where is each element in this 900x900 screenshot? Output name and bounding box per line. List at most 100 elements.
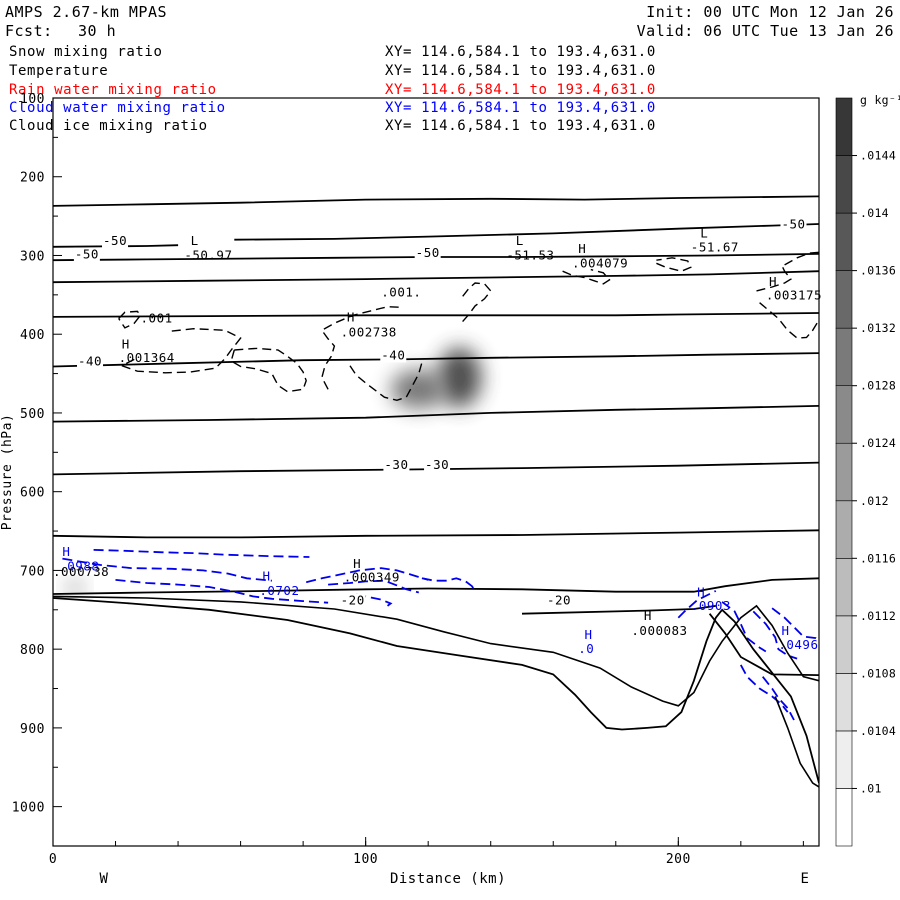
cloud-water-label-6: H bbox=[697, 584, 705, 599]
y-axis-label: Pressure (hPa) bbox=[0, 414, 15, 531]
snow-label-2: .001 bbox=[141, 310, 173, 325]
colorbar-swatch-12 bbox=[835, 97, 853, 156]
colorbar-swatch-7 bbox=[835, 385, 853, 444]
snow-contour-0 bbox=[118, 310, 142, 329]
cloud-water-contour-3 bbox=[305, 567, 429, 584]
cloud-water-contour-11 bbox=[740, 664, 789, 713]
extrema-label-4: L bbox=[700, 225, 708, 240]
y-tick-label-1: 200 bbox=[20, 171, 45, 186]
snow-contour-3 bbox=[320, 305, 404, 390]
colorbar-tick-label-6: .0124 bbox=[860, 436, 896, 450]
y-tick-label-7: 800 bbox=[20, 643, 45, 658]
temperature-contour-11 bbox=[521, 605, 716, 615]
extrema-label-0: L bbox=[191, 233, 199, 248]
terrain-floor-line bbox=[774, 696, 819, 788]
west-end-label: W bbox=[100, 871, 109, 887]
extrema-label-7: .000083 bbox=[631, 623, 687, 638]
temperature-label-bg-3 bbox=[780, 217, 807, 232]
colorbar-swatch-4 bbox=[835, 558, 853, 617]
temperature-label-7: -30 bbox=[425, 457, 449, 472]
snow-label-9: .003175 bbox=[766, 288, 822, 303]
field-xy-cloud-ice: XY= 114.6,584.1 to 193.4,631.0 bbox=[385, 118, 656, 134]
snow-label-8: H bbox=[769, 274, 777, 289]
temperature-label-3: -50 bbox=[781, 217, 805, 232]
forecast-hours: 30 h bbox=[78, 22, 117, 40]
temperature-label-9: -20 bbox=[547, 592, 571, 607]
field-xy-rain: XY= 114.6,584.1 to 193.4,631.0 bbox=[385, 82, 656, 98]
y-tick-label-4: 500 bbox=[20, 407, 45, 422]
y-tick-label-5: 600 bbox=[20, 486, 45, 501]
field-name-snow: Snow mixing ratio bbox=[9, 44, 163, 60]
y-tick-label-2: 300 bbox=[20, 249, 45, 264]
field-name-cloud-water: Cloud water mixing ratio bbox=[9, 100, 226, 116]
cloud-water-contour-5 bbox=[421, 577, 476, 592]
colorbar-swatch-11 bbox=[835, 155, 853, 214]
snow-label-4: .002738 bbox=[341, 325, 397, 340]
temperature-label-bg-2 bbox=[414, 246, 441, 261]
temperature-label-0: -50 bbox=[103, 233, 127, 248]
temperature-contour-12 bbox=[708, 613, 819, 676]
cloud-water-label-9: .0496 bbox=[778, 637, 818, 652]
temperature-contour-6 bbox=[53, 352, 819, 368]
colorbar-tick-label-7: .0128 bbox=[860, 379, 896, 393]
cloud-ice-shade-0 bbox=[437, 347, 482, 408]
field-name-cloud-ice: Cloud ice mixing ratio bbox=[9, 118, 208, 134]
cloud-water-label-5: .0 bbox=[578, 641, 594, 656]
colorbar-tick-label-5: .012 bbox=[860, 494, 889, 508]
x-tick-label-0: 0 bbox=[49, 852, 57, 867]
y-tick-label-8: 900 bbox=[20, 722, 45, 737]
terrain-surface-line bbox=[53, 595, 819, 707]
cloud-water-contour-10 bbox=[771, 607, 819, 642]
temperature-contour-0 bbox=[53, 195, 819, 207]
temperature-label-bg-9 bbox=[545, 593, 572, 608]
forecast-label: Fcst: bbox=[5, 22, 53, 40]
colorbar-unit-label: g kg⁻¹ bbox=[860, 93, 900, 107]
temperature-label-bg-5 bbox=[380, 348, 407, 363]
temperature-label-5: -40 bbox=[381, 347, 405, 362]
y-tick-label-6: 700 bbox=[20, 564, 45, 579]
snow-contour-2 bbox=[230, 347, 307, 393]
colorbar-swatch-0 bbox=[835, 788, 853, 847]
field-name-rain: Rain water mixing ratio bbox=[9, 82, 217, 98]
cloud-ice-shade-2 bbox=[65, 581, 85, 595]
field-xy-temperature: XY= 114.6,584.1 to 193.4,631.0 bbox=[385, 63, 656, 79]
temperature-contour-9 bbox=[53, 529, 819, 539]
temperature-contour-5 bbox=[53, 312, 819, 318]
colorbar-tick-label-1: .0104 bbox=[860, 724, 896, 738]
colorbar-tick-label-3: .0112 bbox=[860, 609, 896, 623]
temperature-contour-2 bbox=[53, 244, 179, 248]
snow-contour-6 bbox=[562, 268, 611, 285]
y-tick-label-0: 100 bbox=[20, 92, 45, 107]
extrema-label-3: -51.53 bbox=[506, 247, 554, 262]
cloud-water-label-7: .0903 bbox=[691, 598, 731, 613]
temperature-label-1: -50 bbox=[75, 247, 99, 262]
x-tick-label-2: 200 bbox=[666, 852, 691, 867]
cloud-water-label-1: .0988 bbox=[59, 558, 99, 573]
colorbar-swatch-9 bbox=[835, 270, 853, 329]
snow-contour-10 bbox=[784, 251, 819, 266]
snow-contour-8 bbox=[756, 264, 792, 292]
cloud-water-label-4: H bbox=[585, 627, 593, 642]
snow-contour-9 bbox=[759, 302, 819, 339]
temperature-label-4: -40 bbox=[78, 354, 102, 369]
temperature-label-bg-7 bbox=[424, 457, 451, 472]
colorbar-tick-label-10: .014 bbox=[860, 206, 889, 220]
plot-area bbox=[53, 195, 819, 788]
colorbar-swatch-10 bbox=[835, 212, 853, 271]
cloud-water-label-3: .0702 bbox=[259, 583, 299, 598]
plot-frame bbox=[52, 97, 820, 847]
cloud-water-contour-12 bbox=[761, 676, 795, 721]
extrema-label-1: -50.97 bbox=[184, 247, 232, 262]
temperature-contour-8 bbox=[53, 461, 819, 476]
field-name-temperature: Temperature bbox=[9, 63, 109, 79]
colorbar-swatch-8 bbox=[835, 327, 853, 386]
rain-label-0: H bbox=[353, 556, 361, 571]
cloud-water-contour-8 bbox=[721, 601, 767, 653]
colorbar-swatch-1 bbox=[835, 730, 853, 789]
temperature-label-bg-6 bbox=[383, 457, 410, 472]
temperature-contour-4 bbox=[53, 270, 819, 284]
temperature-label-bg-0 bbox=[102, 234, 129, 249]
cloud-water-label-8: H bbox=[781, 623, 789, 638]
y-tick-label-9: 1000 bbox=[12, 801, 45, 816]
